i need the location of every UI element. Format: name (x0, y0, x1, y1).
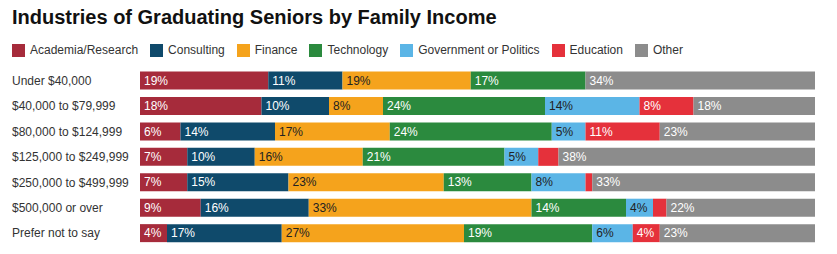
svg-text:6%: 6% (596, 226, 614, 240)
svg-text:14%: 14% (536, 201, 560, 215)
svg-text:6%: 6% (144, 125, 162, 139)
svg-text:9%: 9% (144, 201, 162, 215)
svg-text:4%: 4% (630, 201, 648, 215)
html-text:Industries of Graduating Senio: Industries of Graduating Seniors by Fami… (12, 6, 497, 28)
svg-text:33%: 33% (596, 175, 620, 189)
svg-text:13%: 13% (448, 175, 472, 189)
svg-text:10%: 10% (191, 150, 215, 164)
svg-text:$125,000 to $249,999: $125,000 to $249,999 (12, 150, 129, 164)
svg-text:7%: 7% (144, 150, 162, 164)
svg-text:7%: 7% (144, 175, 162, 189)
html-text:Technology: Technology (327, 43, 389, 57)
svg-text:18%: 18% (698, 99, 722, 113)
svg-text:17%: 17% (171, 226, 195, 240)
svg-text:11%: 11% (272, 74, 295, 88)
svg-text:19%: 19% (468, 226, 492, 240)
svg-text:11%: 11% (590, 125, 613, 139)
svg-text:17%: 17% (475, 74, 499, 88)
html-text:Finance: Finance (254, 43, 298, 57)
svg-text:17%: 17% (279, 125, 303, 139)
svg-text:$500,000 or over: $500,000 or over (12, 201, 103, 215)
svg-text:Under $40,000: Under $40,000 (12, 74, 92, 88)
html-text:Academia/Research: Academia/Research (30, 43, 139, 57)
svg-text:8%: 8% (644, 99, 662, 113)
svg-text:24%: 24% (387, 99, 411, 113)
svg-text:27%: 27% (286, 226, 310, 240)
svg-text:23%: 23% (664, 125, 688, 139)
svg-text:19%: 19% (347, 74, 371, 88)
svg-text:19%: 19% (144, 74, 168, 88)
svg-text:Prefer not to say: Prefer not to say (12, 226, 100, 240)
svg-text:$80,000 to $124,999: $80,000 to $124,999 (12, 125, 122, 139)
svg-text:34%: 34% (590, 74, 614, 88)
svg-text:24%: 24% (394, 125, 418, 139)
svg-text:23%: 23% (664, 226, 688, 240)
svg-text:38%: 38% (563, 150, 587, 164)
svg-text:16%: 16% (205, 201, 229, 215)
svg-text:10%: 10% (266, 99, 290, 113)
svg-text:14%: 14% (549, 99, 573, 113)
svg-text:14%: 14% (185, 125, 209, 139)
svg-text:$250,000 to $499,999: $250,000 to $499,999 (12, 176, 129, 190)
svg-text:8%: 8% (333, 99, 351, 113)
svg-text:5%: 5% (556, 125, 574, 139)
svg-text:16%: 16% (259, 150, 283, 164)
svg-text:33%: 33% (313, 201, 337, 215)
svg-text:4%: 4% (144, 226, 162, 240)
html-text:Education: Education (569, 43, 623, 57)
svg-text:23%: 23% (293, 175, 317, 189)
svg-text:8%: 8% (536, 175, 554, 189)
svg-text:5%: 5% (509, 150, 527, 164)
svg-text:22%: 22% (671, 201, 695, 215)
html-text:Government or Politics: Government or Politics (418, 43, 540, 57)
svg-text:21%: 21% (367, 150, 391, 164)
svg-text:15%: 15% (191, 175, 215, 189)
html-text:Other: Other (653, 43, 683, 57)
html-text:Consulting: Consulting (168, 43, 225, 57)
svg-text:$40,000 to $79,999: $40,000 to $79,999 (12, 99, 116, 113)
svg-text:18%: 18% (144, 99, 168, 113)
svg-text:4%: 4% (637, 226, 655, 240)
